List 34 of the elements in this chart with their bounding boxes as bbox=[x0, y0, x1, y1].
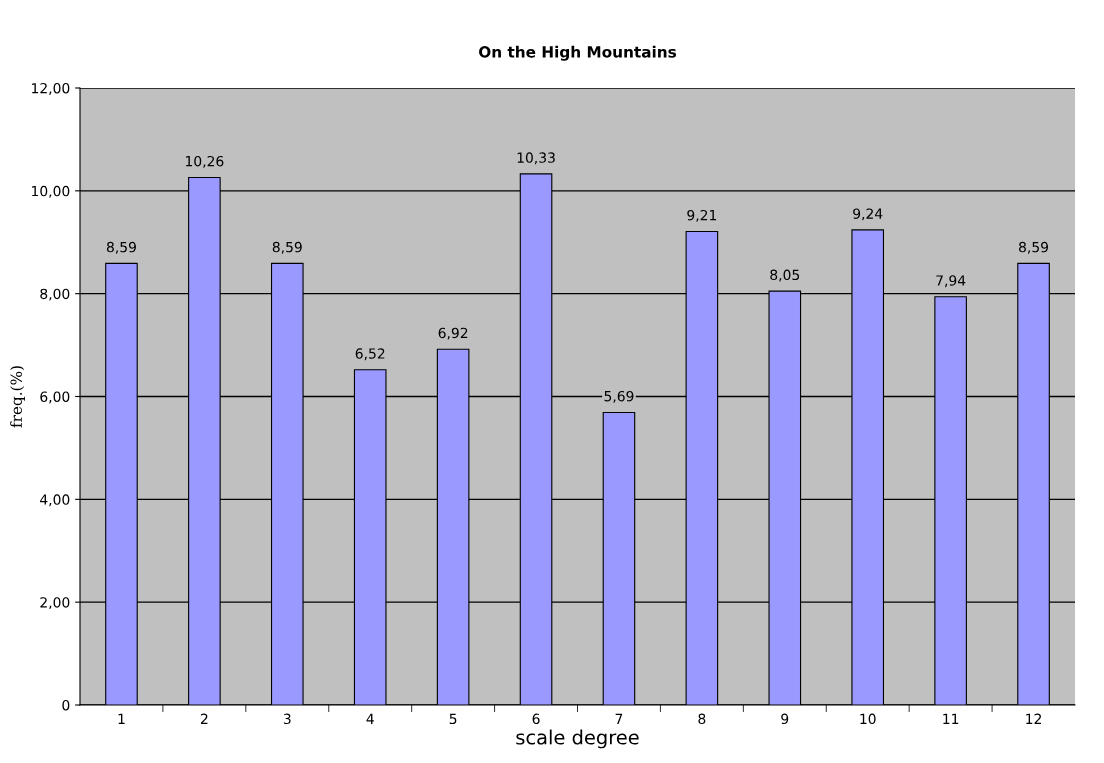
data-label: 8,59 bbox=[272, 241, 302, 254]
data-label: 8,59 bbox=[1019, 241, 1049, 254]
y-axis-title: freq.(%) bbox=[10, 366, 25, 428]
data-label: 5,69 bbox=[604, 390, 634, 403]
data-label: 6,92 bbox=[438, 327, 468, 340]
x-tick-label: 9 bbox=[781, 713, 789, 725]
x-tick-label: 2 bbox=[200, 713, 208, 724]
y-tick-label: 8,00 bbox=[40, 288, 70, 301]
x-tick-label: 11 bbox=[943, 713, 959, 724]
x-axis-title: scale degree bbox=[516, 729, 639, 749]
data-label: 8,05 bbox=[770, 269, 800, 282]
data-label: 10,26 bbox=[186, 155, 224, 168]
data-label: 6,52 bbox=[355, 348, 385, 361]
y-tick-label: 12,00 bbox=[32, 82, 70, 95]
y-tick-label: 10,00 bbox=[32, 185, 70, 198]
x-tick-label: 1 bbox=[118, 713, 125, 724]
data-label: 8,59 bbox=[106, 241, 136, 254]
data-label: 9,24 bbox=[853, 208, 883, 221]
chart-title: On the High Mountains bbox=[479, 45, 677, 61]
data-label: 7,94 bbox=[936, 275, 966, 288]
data-label: 9,21 bbox=[687, 209, 717, 222]
x-tick-label: 8 bbox=[698, 713, 706, 725]
data-label: 10,33 bbox=[517, 152, 555, 165]
x-tick-label: 4 bbox=[366, 713, 374, 724]
x-tick-label: 3 bbox=[283, 713, 291, 725]
x-tick-label: 5 bbox=[449, 713, 457, 725]
y-tick-label: 2,00 bbox=[40, 597, 70, 610]
x-tick-label: 6 bbox=[532, 713, 540, 725]
x-tick-label: 10 bbox=[860, 713, 876, 725]
x-tick-label: 12 bbox=[1026, 713, 1041, 724]
y-tick-label: 4,00 bbox=[40, 494, 70, 507]
y-tick-label: 6,00 bbox=[40, 391, 70, 404]
x-tick-label: 7 bbox=[615, 713, 623, 724]
y-tick-label: 0 bbox=[62, 699, 70, 711]
